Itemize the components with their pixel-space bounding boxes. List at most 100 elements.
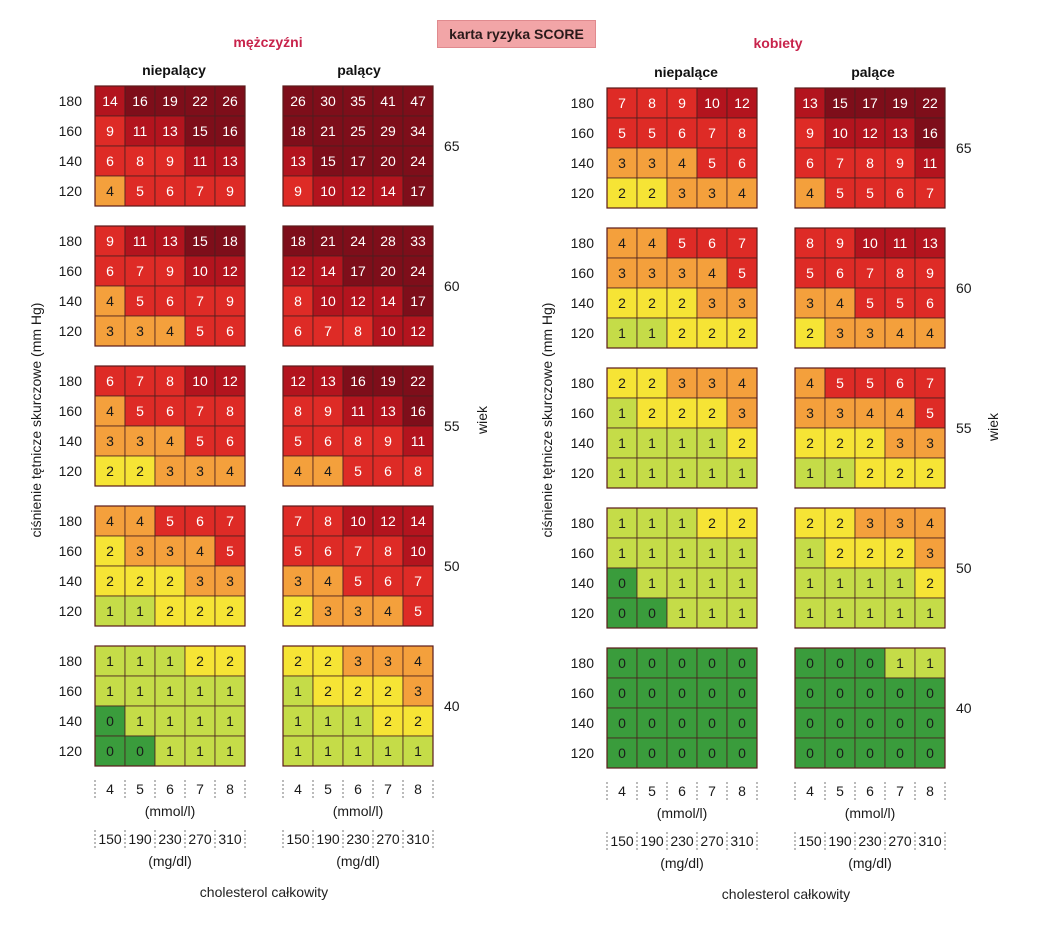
risk-value: 7 [866, 265, 874, 281]
risk-value: 2 [648, 375, 656, 391]
bp-tick-label: 120 [571, 745, 595, 761]
risk-value: 16 [222, 123, 238, 139]
risk-value: 3 [806, 405, 814, 421]
risk-value: 3 [678, 375, 686, 391]
risk-value: 1 [678, 575, 686, 591]
risk-value: 1 [896, 605, 904, 621]
risk-cell [342, 645, 374, 677]
risk-cell [154, 675, 186, 707]
risk-value: 47 [410, 93, 426, 109]
risk-value: 41 [380, 93, 396, 109]
risk-value: 8 [648, 95, 656, 111]
risk-value: 1 [896, 655, 904, 671]
risk-cell [884, 147, 916, 179]
risk-cell [854, 177, 886, 209]
risk-value: 1 [738, 605, 746, 621]
risk-value: 1 [106, 653, 114, 669]
women-cholesterol-axis-title: cholesterol całkowity [721, 886, 851, 902]
risk-value: 1 [166, 653, 174, 669]
risk-value: 1 [226, 683, 234, 699]
bp-tick-label: 140 [59, 293, 83, 309]
risk-value: 2 [678, 405, 686, 421]
risk-value: 14 [102, 93, 118, 109]
risk-value: 15 [192, 233, 208, 249]
risk-value: 4 [806, 375, 814, 391]
chol-mgdl-tick: 310 [406, 831, 430, 847]
risk-value: 4 [294, 463, 302, 479]
chol-mmol-tick: 7 [196, 781, 204, 797]
risk-value: 2 [896, 465, 904, 481]
risk-value: 1 [324, 713, 332, 729]
risk-value: 4 [678, 155, 686, 171]
risk-value: 0 [836, 685, 844, 701]
bp-tick-label: 180 [571, 655, 595, 671]
risk-value: 1 [618, 435, 626, 451]
risk-cell [914, 117, 946, 149]
risk-value: 1 [618, 515, 626, 531]
risk-value: 12 [222, 263, 238, 279]
risk-value: 4 [618, 235, 626, 251]
risk-cell [914, 147, 946, 179]
risk-value: 6 [166, 293, 174, 309]
risk-value: 5 [836, 375, 844, 391]
risk-value: 1 [354, 713, 362, 729]
risk-cell [342, 675, 374, 707]
risk-value: 9 [226, 293, 234, 309]
risk-value: 5 [926, 405, 934, 421]
risk-cell [794, 147, 826, 179]
risk-value: 1 [294, 683, 302, 699]
risk-value: 17 [350, 263, 366, 279]
bp-tick-label: 140 [571, 155, 595, 171]
risk-cell [184, 505, 216, 537]
risk-value: 2 [806, 435, 814, 451]
risk-cell [726, 707, 758, 739]
risk-value: 16 [410, 403, 426, 419]
risk-cell [824, 117, 856, 149]
risk-value: 11 [133, 123, 148, 139]
risk-cell [372, 315, 404, 347]
risk-cell [214, 705, 246, 737]
risk-cell [824, 647, 856, 679]
risk-value: 0 [708, 685, 716, 701]
risk-cell [184, 645, 216, 677]
risk-value: 0 [648, 745, 656, 761]
risk-cell [342, 455, 374, 487]
risk-value: 0 [678, 745, 686, 761]
risk-value: 1 [106, 683, 114, 699]
risk-value: 19 [162, 93, 178, 109]
risk-value: 2 [836, 435, 844, 451]
bp-tick-label: 160 [571, 125, 595, 141]
risk-value: 9 [896, 155, 904, 171]
risk-value: 7 [708, 125, 716, 141]
risk-value: 7 [136, 373, 144, 389]
risk-cell [214, 285, 246, 317]
age-tick-label: 65 [956, 140, 972, 156]
risk-value: 1 [806, 605, 814, 621]
risk-value: 0 [648, 605, 656, 621]
risk-value: 10 [350, 513, 366, 529]
bp-tick-label: 140 [59, 573, 83, 589]
risk-value: 8 [866, 155, 874, 171]
risk-value: 9 [324, 403, 332, 419]
women-section-title: kobiety [753, 35, 803, 51]
risk-value: 7 [136, 263, 144, 279]
chol-mmol-tick: 5 [136, 781, 144, 797]
chol-mmol-tick: 8 [926, 783, 934, 799]
risk-value: 3 [926, 435, 934, 451]
risk-value: 2 [618, 185, 626, 201]
risk-cell [312, 85, 344, 117]
risk-value: 9 [106, 123, 114, 139]
risk-cell [726, 87, 758, 119]
risk-value: 1 [708, 435, 716, 451]
risk-value: 7 [196, 183, 204, 199]
risk-cell [402, 735, 434, 767]
risk-block-border [606, 87, 758, 209]
risk-value: 21 [320, 123, 336, 139]
risk-cell [636, 257, 668, 289]
risk-value: 0 [806, 685, 814, 701]
risk-value: 4 [324, 463, 332, 479]
risk-value: 5 [294, 543, 302, 559]
risk-value: 2 [106, 463, 114, 479]
risk-value: 3 [648, 265, 656, 281]
risk-value: 22 [192, 93, 208, 109]
